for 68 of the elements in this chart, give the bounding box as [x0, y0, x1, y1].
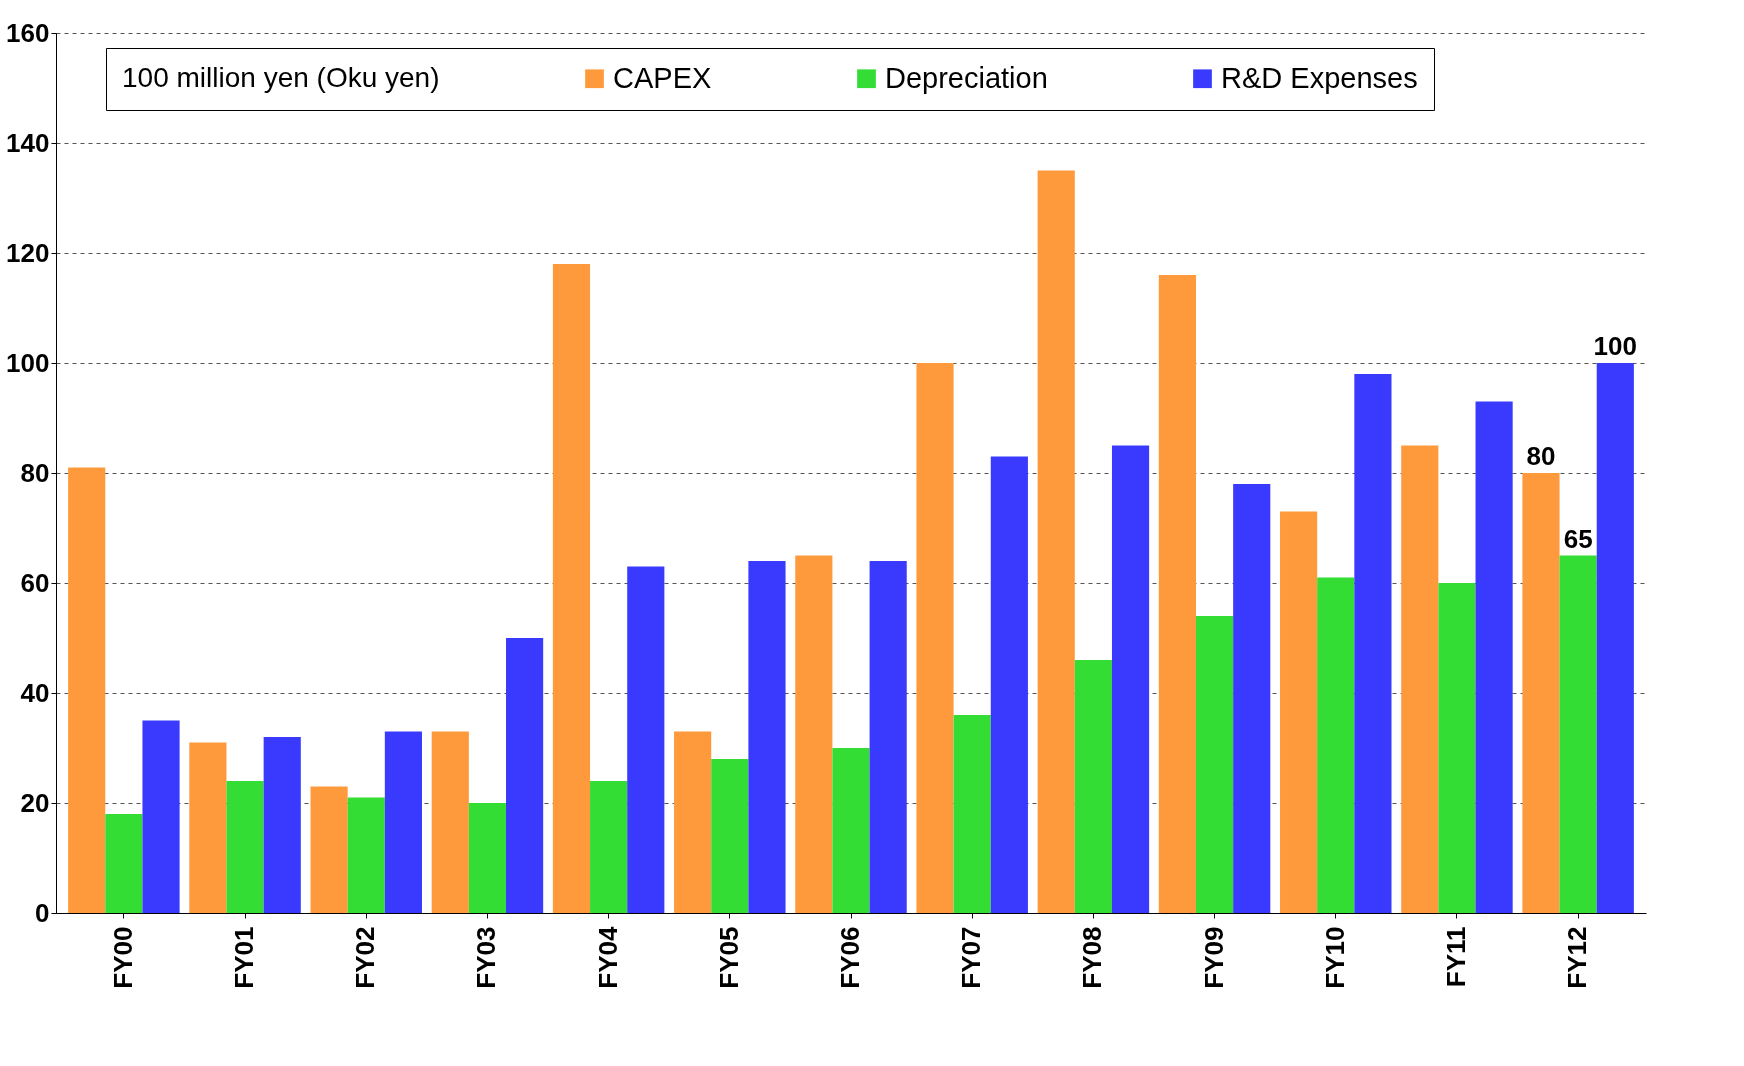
bar [1596, 363, 1634, 913]
bar [1074, 660, 1112, 913]
x-tick-label: FY03 [471, 926, 502, 989]
x-tick-label: FY06 [835, 926, 865, 989]
bar [1401, 445, 1439, 913]
bar [953, 715, 991, 913]
bar [68, 467, 106, 913]
bar [552, 264, 591, 913]
bar [1158, 275, 1196, 913]
bar [1317, 577, 1355, 913]
y-tick-label: 160 [6, 17, 50, 48]
bar [384, 731, 422, 913]
y-tick-label: 140 [6, 127, 50, 158]
x-tick-label: FY11 [1440, 926, 1471, 988]
bar [1233, 484, 1271, 913]
data-label: 100 [1593, 331, 1637, 361]
bar [468, 803, 507, 913]
bar [711, 759, 749, 913]
legend-label: CAPEX [613, 61, 712, 94]
data-label: 80 [1526, 441, 1556, 471]
bar [506, 638, 544, 913]
legend-label: Depreciation [885, 61, 1048, 94]
bar [1438, 583, 1476, 913]
bar [1111, 445, 1150, 913]
y-tick-label: 80 [20, 457, 50, 488]
y-tick-label: 40 [20, 677, 50, 708]
bar [105, 814, 143, 913]
bar [674, 731, 712, 913]
x-tick-label: FY09 [1198, 926, 1229, 989]
y-tick-label: 60 [20, 567, 50, 598]
bar [1037, 170, 1075, 913]
bar [748, 561, 786, 913]
x-tick-label: FY01 [229, 926, 260, 989]
bar [916, 363, 954, 913]
bar [1354, 374, 1392, 913]
legend-label: R&D Expenses [1221, 61, 1418, 94]
bar [990, 456, 1028, 913]
y-tick-label: 120 [6, 237, 50, 268]
bar [142, 720, 180, 913]
bar [226, 781, 264, 913]
bar [590, 781, 628, 913]
y-tick-label: 100 [6, 347, 50, 378]
bar [627, 566, 665, 913]
x-tick-label: FY12 [1562, 926, 1593, 989]
bar [1475, 401, 1513, 913]
bar [431, 731, 469, 913]
bar [263, 737, 301, 913]
bar [1195, 616, 1234, 913]
x-tick-label: FY08 [1077, 926, 1108, 989]
bar [795, 555, 833, 913]
bar [1280, 511, 1318, 913]
bar [347, 797, 385, 913]
x-tick-label: FY00 [107, 926, 138, 989]
bar [1559, 555, 1597, 913]
bar [189, 742, 227, 913]
y-tick-label: 0 [35, 897, 50, 928]
y-tick-label: 20 [20, 787, 50, 818]
x-tick-label: FY04 [592, 925, 623, 989]
bar [1522, 473, 1560, 913]
x-tick-label: FY05 [713, 926, 744, 989]
x-tick-label: FY02 [350, 926, 381, 989]
x-tick-label: FY07 [956, 926, 987, 989]
legend-title: 100 million yen (Oku yen) [122, 62, 440, 93]
bar [869, 561, 907, 913]
bar [310, 786, 348, 913]
bar [832, 748, 870, 913]
x-tick-label: FY10 [1319, 926, 1350, 989]
data-label: 65 [1563, 523, 1593, 554]
